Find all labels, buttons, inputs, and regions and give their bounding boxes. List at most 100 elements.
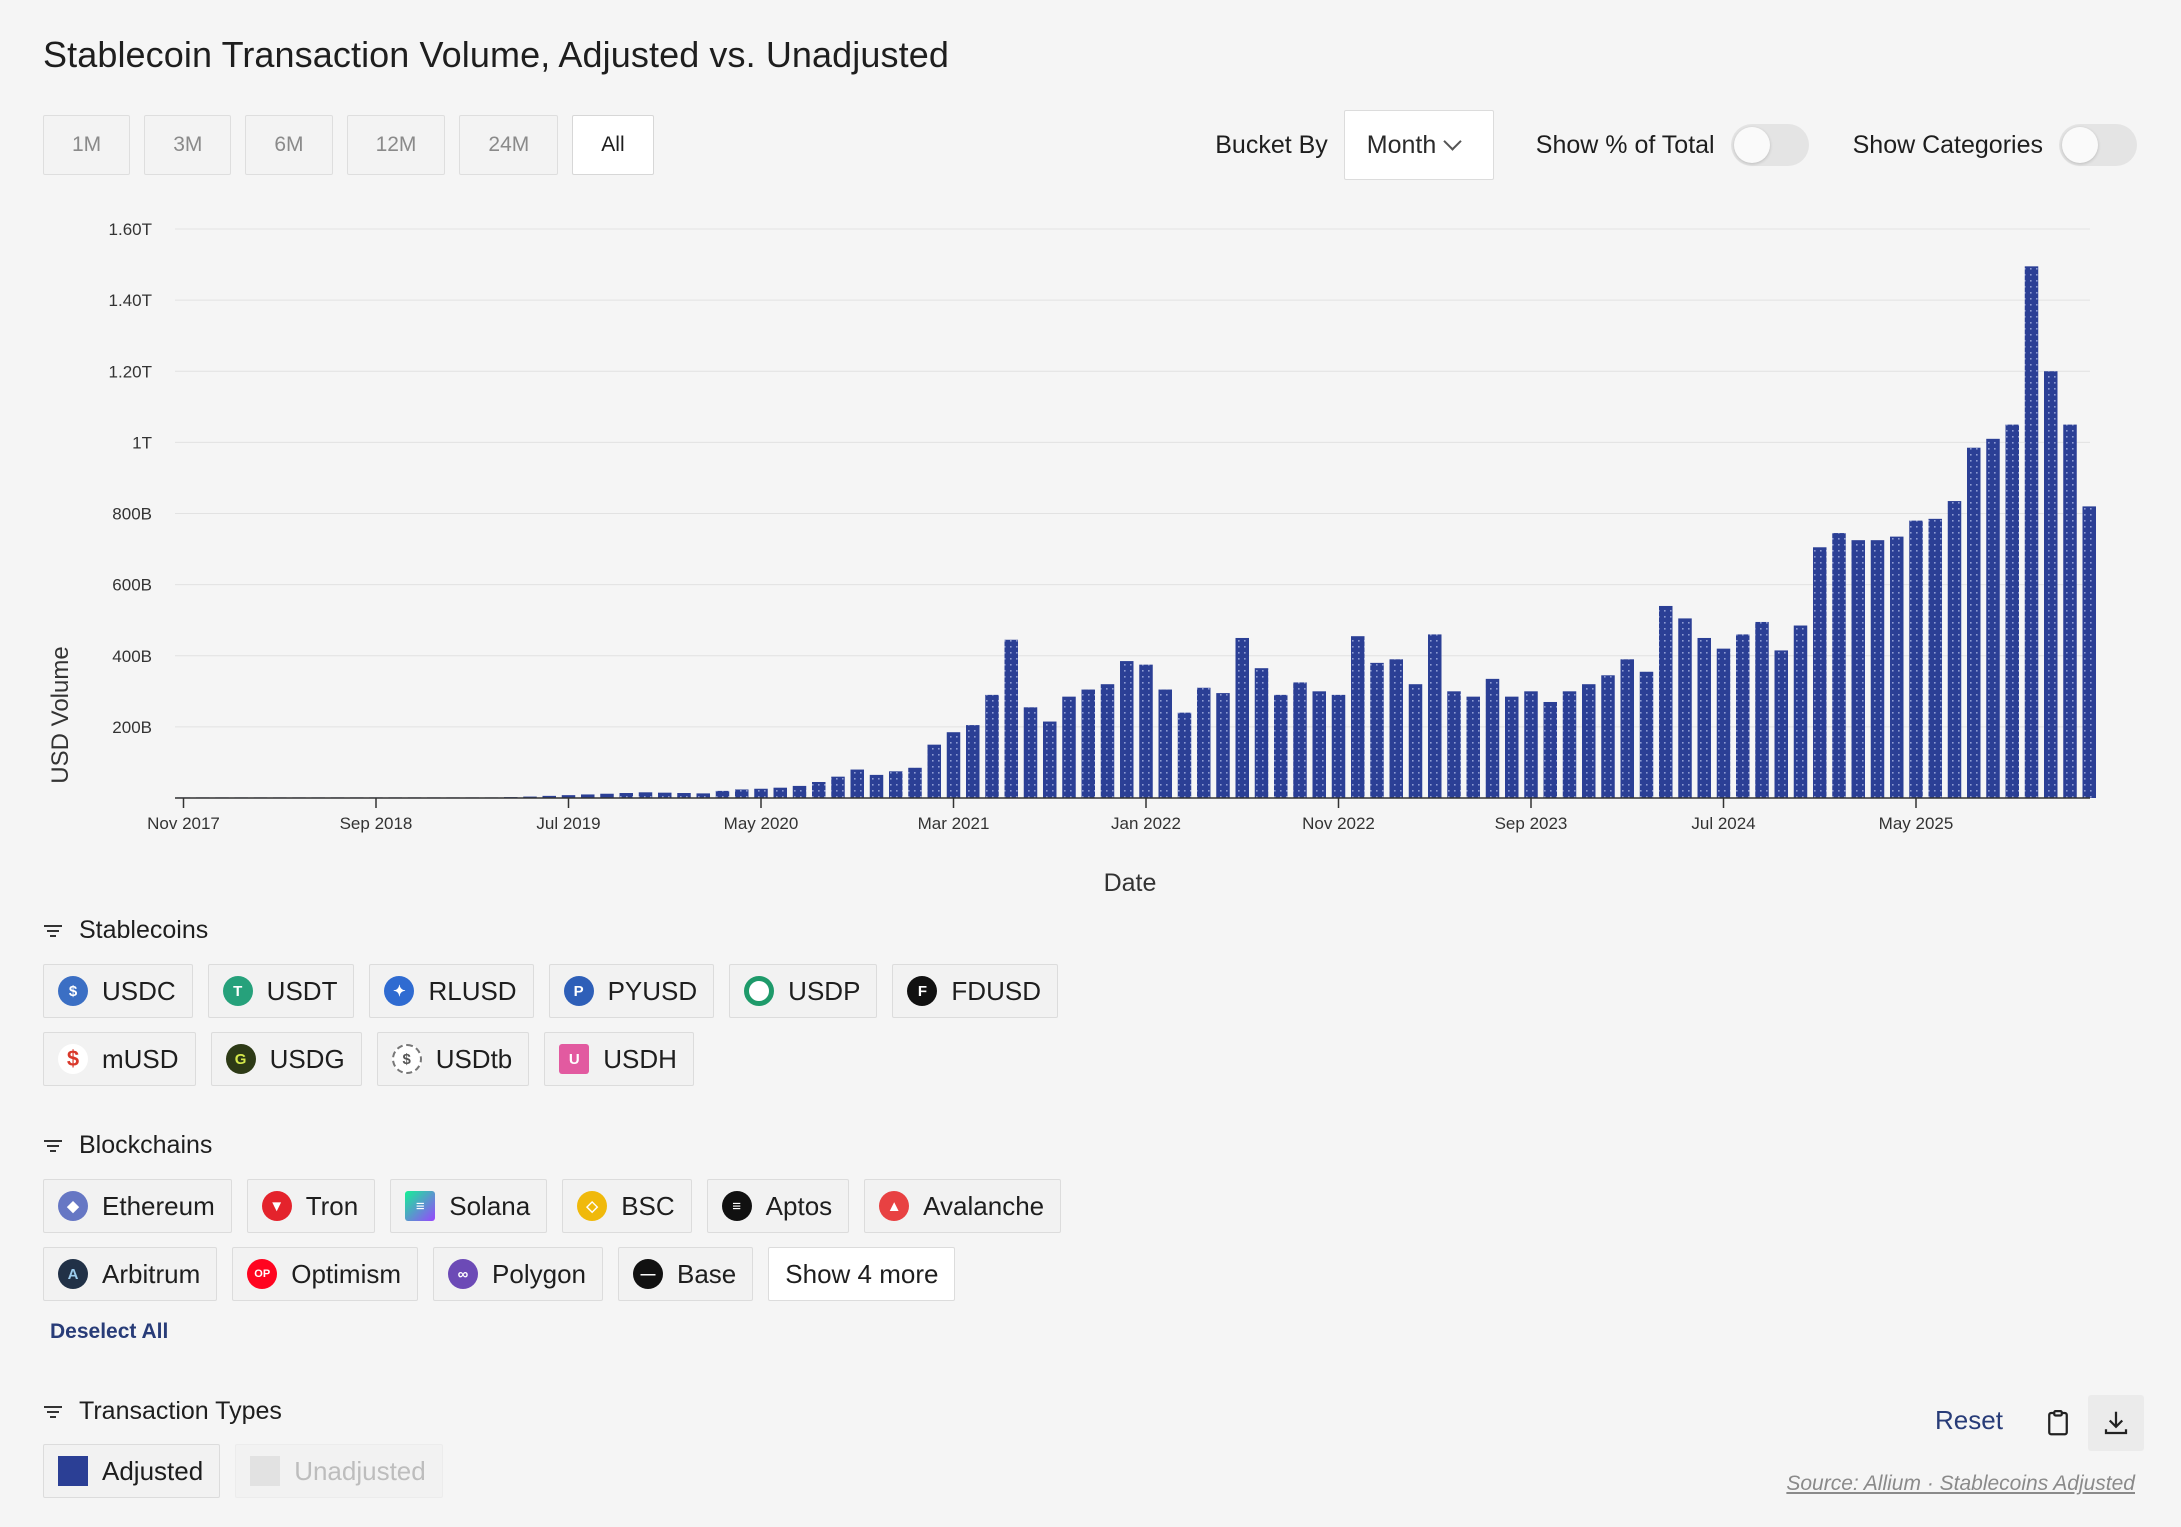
bar[interactable]: [946, 732, 961, 798]
bar[interactable]: [889, 771, 903, 798]
chip-avalanche[interactable]: ▲ Avalanche: [864, 1179, 1062, 1233]
bar[interactable]: [1890, 536, 1904, 798]
chip-fdusd[interactable]: F FDUSD: [892, 964, 1058, 1018]
chip-adjusted[interactable]: Adjusted: [43, 1444, 221, 1498]
bar[interactable]: [735, 789, 749, 798]
bar[interactable]: [754, 788, 768, 798]
bar[interactable]: [658, 792, 672, 798]
chip-optimism[interactable]: OP Optimism: [232, 1247, 419, 1301]
show-more-button[interactable]: Show 4 more: [768, 1247, 956, 1301]
bar[interactable]: [2024, 266, 2039, 798]
bar[interactable]: [1158, 689, 1173, 798]
bar[interactable]: [850, 769, 865, 798]
bar[interactable]: [1351, 636, 1365, 798]
bar[interactable]: [1004, 639, 1019, 798]
bar[interactable]: [1370, 662, 1384, 798]
bar[interactable]: [1081, 689, 1096, 798]
chip-aptos[interactable]: ≡ Aptos: [706, 1179, 850, 1233]
chip-rlusd[interactable]: ✦ RLUSD: [369, 964, 534, 1018]
bar[interactable]: [1120, 661, 1134, 798]
bar[interactable]: [1043, 721, 1057, 798]
bar[interactable]: [1870, 540, 1885, 798]
bar[interactable]: [1312, 691, 1327, 798]
source-link[interactable]: Source: Allium · Stablecoins Adjusted: [1786, 1472, 2135, 1495]
bar[interactable]: [1716, 648, 1731, 798]
chip-usdc[interactable]: $ USDC: [43, 964, 193, 1018]
bar[interactable]: [1447, 691, 1461, 798]
chip-usdh[interactable]: U USDH: [544, 1032, 694, 1086]
clipboard-icon[interactable]: [2030, 1395, 2086, 1451]
chip-arbitrum[interactable]: A Arbitrum: [43, 1247, 218, 1301]
bar[interactable]: [2063, 424, 2077, 798]
bar[interactable]: [1197, 687, 1211, 798]
bar[interactable]: [1697, 637, 1712, 798]
bar[interactable]: [1967, 447, 1981, 798]
bar[interactable]: [1216, 693, 1230, 798]
bar[interactable]: [542, 795, 557, 798]
chip-usdg[interactable]: G USDG: [210, 1032, 362, 1086]
deselect-all-link[interactable]: Deselect All: [50, 1320, 169, 1343]
bar[interactable]: [1986, 438, 2000, 798]
bar[interactable]: [1485, 678, 1500, 798]
bar[interactable]: [2044, 371, 2058, 798]
bar[interactable]: [561, 795, 576, 798]
range-tab-3m[interactable]: 3M: [144, 115, 232, 175]
bar[interactable]: [2005, 424, 2020, 798]
bar[interactable]: [1851, 540, 1866, 798]
download-icon[interactable]: [2088, 1395, 2144, 1451]
range-tab-all[interactable]: All: [572, 115, 654, 175]
bar[interactable]: [1254, 668, 1269, 798]
bar[interactable]: [619, 793, 634, 798]
bar[interactable]: [1562, 691, 1577, 798]
chip-unadjusted[interactable]: Unadjusted: [235, 1444, 443, 1498]
chip-pyusd[interactable]: P PYUSD: [548, 964, 715, 1018]
bar[interactable]: [966, 725, 980, 798]
bar[interactable]: [1062, 696, 1076, 798]
bar[interactable]: [1774, 650, 1789, 798]
show-pct-toggle[interactable]: [1730, 124, 1809, 166]
bar[interactable]: [1813, 547, 1827, 798]
bar[interactable]: [1023, 707, 1038, 798]
bar[interactable]: [1909, 520, 1923, 798]
bar[interactable]: [1524, 691, 1538, 798]
bar[interactable]: [696, 793, 711, 798]
bar[interactable]: [1639, 671, 1654, 798]
bar[interactable]: [1139, 664, 1153, 798]
chip-usdtb[interactable]: $ USDtb: [376, 1032, 530, 1086]
bar[interactable]: [1428, 634, 1442, 798]
chip-usdt[interactable]: T USDT: [207, 964, 355, 1018]
bar[interactable]: [1793, 625, 1808, 798]
bar[interactable]: [1832, 533, 1846, 798]
range-tab-12m[interactable]: 12M: [346, 115, 446, 175]
reset-button[interactable]: Reset: [1935, 1405, 2003, 1435]
bar[interactable]: [1947, 501, 1962, 798]
bar[interactable]: [1235, 637, 1250, 798]
bar[interactable]: [792, 785, 807, 798]
bar[interactable]: [1543, 701, 1558, 798]
bar[interactable]: [1736, 634, 1750, 798]
bar[interactable]: [1620, 659, 1635, 798]
chip-ethereum[interactable]: ◆ Ethereum: [43, 1179, 232, 1233]
bar[interactable]: [1466, 696, 1481, 798]
range-tab-6m[interactable]: 6M: [245, 115, 333, 175]
bar[interactable]: [1389, 659, 1404, 798]
range-tab-1m[interactable]: 1M: [43, 115, 131, 175]
bar[interactable]: [773, 787, 788, 798]
chip-solana[interactable]: ≡ Solana: [390, 1179, 548, 1233]
bar[interactable]: [1100, 684, 1115, 798]
chip-polygon[interactable]: ∞ Polygon: [433, 1247, 603, 1301]
chip-musd[interactable]: $ mUSD: [43, 1032, 196, 1086]
bar[interactable]: [1293, 682, 1307, 798]
bar[interactable]: [908, 767, 922, 798]
bar[interactable]: [985, 694, 999, 798]
bar[interactable]: [927, 744, 942, 798]
bar[interactable]: [812, 781, 826, 798]
show-categories-toggle[interactable]: [2059, 124, 2137, 166]
bar[interactable]: [581, 794, 595, 798]
bar[interactable]: [1659, 605, 1673, 798]
bar[interactable]: [715, 790, 730, 798]
bar[interactable]: [1274, 694, 1288, 798]
bar[interactable]: [1582, 684, 1596, 798]
bar[interactable]: [600, 793, 614, 798]
bar[interactable]: [1601, 675, 1615, 798]
